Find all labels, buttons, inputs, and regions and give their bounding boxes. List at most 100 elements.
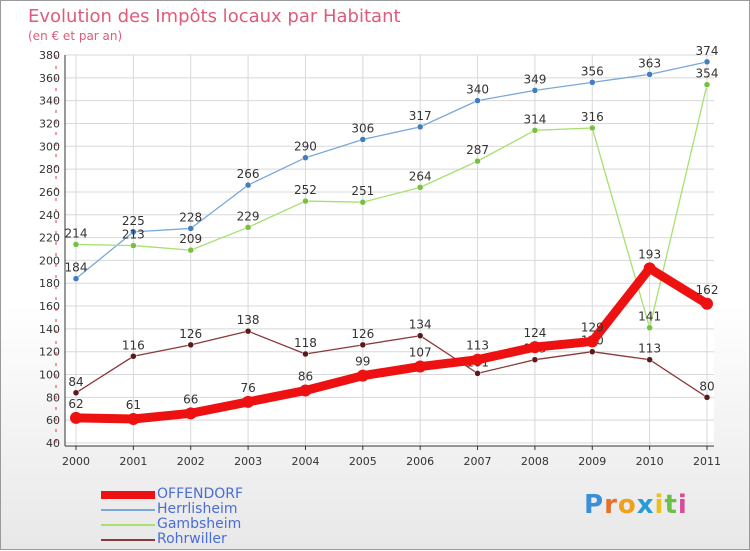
legend-label-gambsheim: Gambsheim [157,516,242,532]
x-tick-label: 2010 [636,455,664,468]
y-tick-label: 360 [39,72,60,85]
data-point-gambsheim [72,241,80,248]
data-label-offendorf: 107 [409,346,432,360]
data-point-herrlisheim [646,71,653,78]
data-label-rohrwiller: 126 [179,327,202,341]
data-point-herrlisheim [531,87,539,94]
data-point-gambsheim [589,124,596,132]
data-point-rohrwiller [359,341,367,349]
data-point-herrlisheim [359,136,367,143]
data-label-herrlisheim: 306 [351,121,374,135]
data-point-gambsheim [703,81,711,88]
x-tick-label: 2001 [119,455,147,468]
chart-title: Evolution des Impôts locaux par Habitant [28,6,401,27]
data-label-herrlisheim: 349 [523,72,546,86]
x-tick-label: 2000 [62,455,90,468]
data-label-herrlisheim: 356 [581,64,604,78]
data-point-rohrwiller [302,350,309,358]
y-tick-label: 140 [39,323,60,336]
data-point-rohrwiller [187,341,194,349]
legend-swatch-offendorf [101,491,155,499]
data-point-gambsheim [130,242,137,249]
data-label-rohrwiller: 84 [68,375,83,389]
data-label-gambsheim: 141 [638,310,661,324]
data-point-herrlisheim [187,225,194,232]
data-label-gambsheim: 251 [351,184,374,198]
data-point-offendorf [528,341,541,354]
data-label-gambsheim: 213 [122,228,145,242]
data-label-offendorf: 66 [183,392,198,406]
chart-subtitle: (en € et par an) [28,29,123,43]
data-point-offendorf [70,411,82,424]
y-tick-label: 240 [39,209,60,222]
data-point-herrlisheim [302,154,309,161]
data-point-offendorf [184,407,197,420]
data-label-gambsheim: 354 [696,67,719,81]
data-label-offendorf: 124 [523,326,546,340]
logo-letter: i [677,490,688,520]
data-label-gambsheim: 287 [466,143,489,157]
data-point-offendorf [242,395,255,408]
data-point-rohrwiller [244,327,252,335]
data-label-rohrwiller: 116 [122,338,145,352]
data-point-herrlisheim [130,228,137,236]
logo-letter: x [636,490,655,520]
y-tick-label: 280 [39,163,60,176]
plot-area [65,55,714,446]
data-point-offendorf [356,369,369,382]
data-label-gambsheim: 314 [523,112,546,126]
y-tick-label: 60 [46,414,60,427]
data-point-gambsheim [187,246,194,254]
data-label-offendorf: 61 [126,398,141,412]
data-point-offendorf [586,335,599,348]
y-tick-label: 160 [39,300,60,313]
data-point-offendorf [471,353,484,366]
data-point-herrlisheim [474,97,481,104]
data-label-rohrwiller: 126 [351,327,374,341]
x-tick-label: 2009 [578,455,606,468]
data-point-gambsheim [531,127,539,134]
data-point-offendorf [701,297,713,310]
data-label-rohrwiller: 80 [699,379,714,393]
data-point-herrlisheim [244,181,252,189]
x-tick-label: 2007 [464,455,492,468]
data-point-offendorf [299,384,312,397]
data-point-herrlisheim [416,123,424,131]
series-line-rohrwiller [75,330,708,399]
x-tick-label: 2002 [177,455,205,468]
data-label-herrlisheim: 225 [122,214,145,228]
data-label-rohrwiller: 113 [638,342,661,356]
data-label-herrlisheim: 374 [696,44,719,58]
data-point-gambsheim [474,157,481,165]
proxiti-logo: Proxiti [584,490,688,520]
data-point-offendorf [414,360,427,373]
y-tick-label: 100 [39,369,60,382]
data-point-rohrwiller [646,356,653,363]
logo-letter: o [617,490,637,520]
data-label-offendorf: 99 [355,355,370,369]
logo-letter: i [654,490,665,520]
y-tick-label: 40 [46,437,60,450]
y-tick-label: 200 [39,254,60,267]
data-point-herrlisheim [703,58,711,66]
data-label-gambsheim: 252 [294,183,317,197]
y-tick-label: 260 [39,186,60,199]
data-point-gambsheim [416,184,424,191]
data-point-offendorf [643,262,656,275]
data-point-herrlisheim [72,275,80,282]
data-point-offendorf [127,413,140,426]
data-label-offendorf: 129 [581,320,604,334]
data-label-herrlisheim: 290 [294,140,317,154]
y-tick-label: 300 [39,140,60,153]
y-tick-label: 180 [39,277,60,290]
data-point-gambsheim [359,198,367,206]
y-tick-label: 120 [39,346,60,359]
data-label-offendorf: 76 [240,381,255,395]
legend-swatch-herrlisheim [101,509,155,511]
series-line-offendorf [71,263,712,424]
data-label-herrlisheim: 340 [466,83,489,97]
data-label-gambsheim: 214 [65,226,88,240]
data-point-rohrwiller [531,356,539,363]
